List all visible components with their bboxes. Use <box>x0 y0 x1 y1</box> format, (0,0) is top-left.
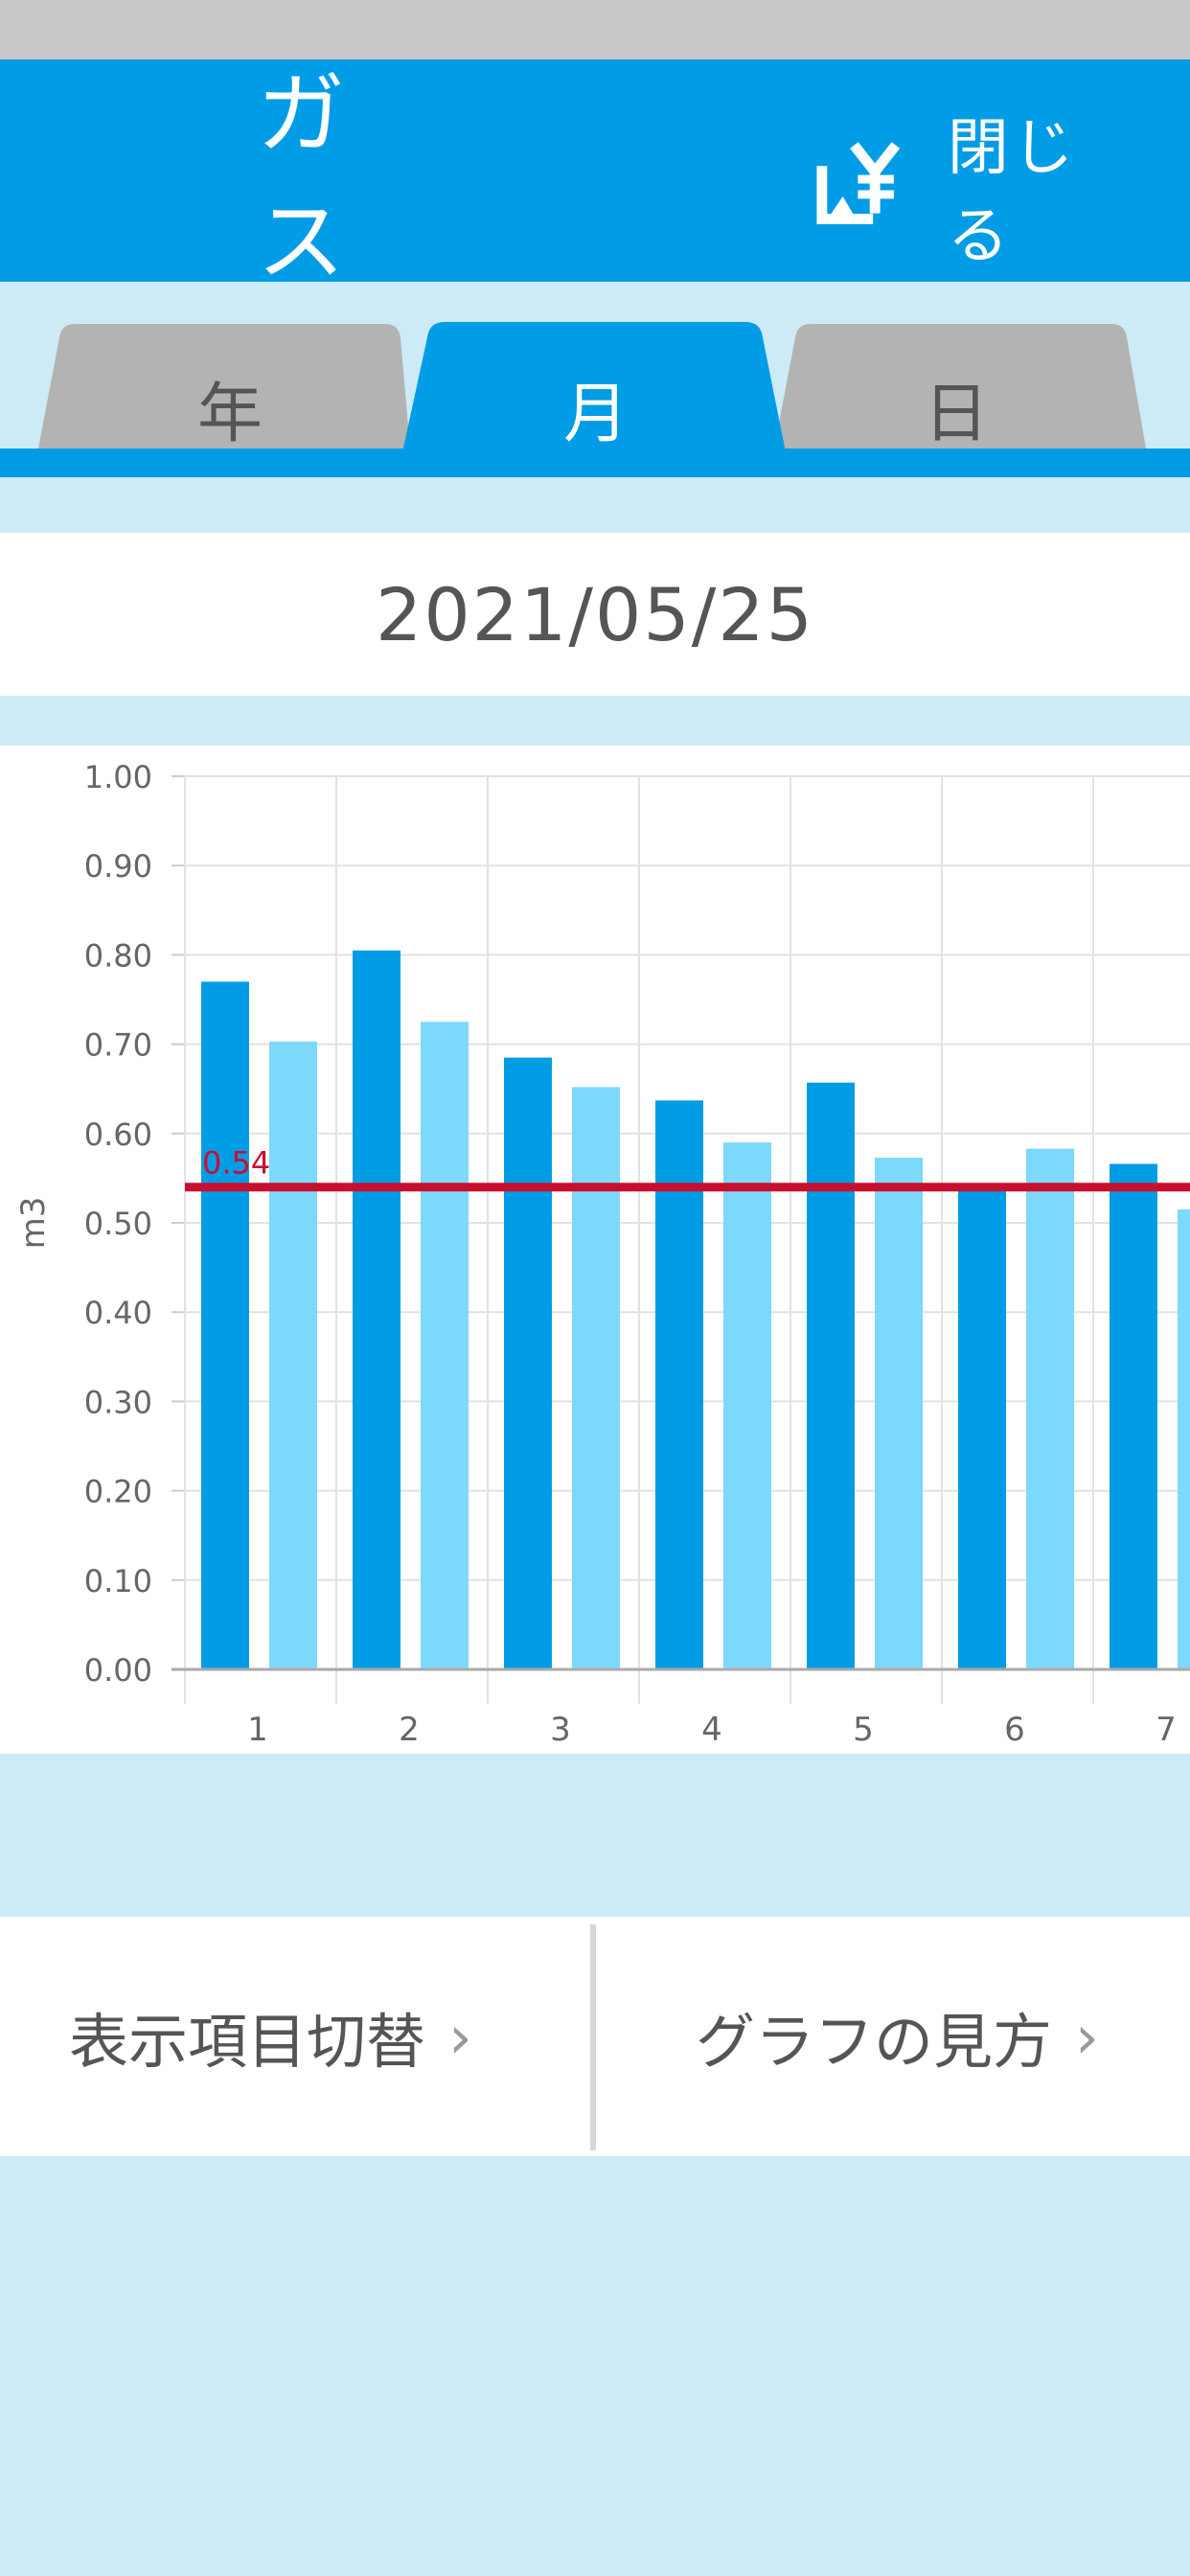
bar-current <box>353 950 400 1669</box>
tab-day-shape[interactable] <box>774 324 1146 448</box>
close-button[interactable]: 閉じる <box>814 113 1140 272</box>
bar-current <box>655 1100 703 1669</box>
usage-chart: 0.00 0.10 0.20 0.30 0.40 0.50 0.60 0.70 0.80 0.90… <box>0 746 1190 1754</box>
x-tick-label: 6 <box>1004 1711 1025 1749</box>
page-title: ガス <box>257 63 352 293</box>
y-tick-label: 0.20 <box>84 1474 152 1510</box>
bar-previous <box>572 1087 620 1669</box>
usage-bar-chart: 0.00 0.10 0.20 0.30 0.40 0.50 0.60 0.70 0.80 0.90… <box>14 759 1190 1749</box>
bar-current <box>504 1057 552 1669</box>
bar-current <box>201 981 249 1669</box>
tab-month[interactable]: 月 <box>562 376 629 452</box>
y-tick-label: 0.50 <box>84 1206 152 1242</box>
y-tick-label: 0.40 <box>84 1295 152 1331</box>
y-tick-label: 0.30 <box>84 1384 152 1420</box>
period-tabs: 年 月 日 <box>0 282 1190 483</box>
y-tick-label: 0.90 <box>84 848 152 885</box>
x-tick-label: 3 <box>550 1711 571 1749</box>
bottom-buttons: 表示項目切替 › グラフの見方 › <box>0 1917 1190 2156</box>
bar-previous <box>421 1022 469 1669</box>
tab-day[interactable]: 日 <box>923 376 989 452</box>
average-line-label: 0.54 <box>202 1145 270 1182</box>
tab-shapes <box>0 322 1190 477</box>
x-tick-label: 7 <box>1156 1711 1177 1749</box>
status-bar <box>0 0 1190 59</box>
bar-previous <box>723 1142 771 1669</box>
x-tick-label: 4 <box>701 1711 722 1749</box>
y-tick-label: 0.80 <box>84 937 152 974</box>
y-tick-label: 1.00 <box>84 759 152 795</box>
button-divider <box>590 1924 596 2150</box>
bar-previous <box>875 1157 923 1669</box>
display-toggle-button[interactable]: 表示項目切替 › <box>69 1917 567 2156</box>
y-tick-label: 0.10 <box>84 1563 152 1599</box>
how-to-read-button[interactable]: グラフの見方 › <box>696 1917 1175 2156</box>
bar-previous <box>269 1041 317 1669</box>
bar-previous <box>1178 1209 1190 1669</box>
x-tick-label: 5 <box>853 1711 874 1749</box>
header: ガス 閉じる <box>0 59 1190 293</box>
bar-current <box>958 1186 1006 1669</box>
bar-previous <box>1026 1148 1074 1669</box>
chevron-right-icon: › <box>1075 2001 1099 2072</box>
x-tick-label: 2 <box>399 1711 420 1749</box>
tab-month-shape[interactable] <box>402 322 786 452</box>
selected-date: 2021/05/25 <box>0 533 1190 696</box>
tab-underline <box>0 448 1190 477</box>
yen-icon <box>816 142 901 224</box>
y-axis-label: m3 <box>14 1197 53 1250</box>
how-to-read-label: グラフの見方 <box>696 2007 1053 2077</box>
tab-year[interactable]: 年 <box>196 376 263 452</box>
bar-current <box>1110 1163 1157 1669</box>
tab-year-shape[interactable] <box>38 324 410 448</box>
display-toggle-label: 表示項目切替 <box>69 2007 426 2077</box>
x-tick-label: 1 <box>247 1711 268 1749</box>
close-label: 閉じる <box>947 113 1078 272</box>
chevron-right-icon: › <box>448 2001 472 2072</box>
bar-current <box>807 1082 855 1669</box>
y-tick-label: 0.00 <box>84 1652 152 1689</box>
y-tick-label: 0.70 <box>84 1027 152 1064</box>
y-tick-label: 0.60 <box>84 1116 152 1153</box>
